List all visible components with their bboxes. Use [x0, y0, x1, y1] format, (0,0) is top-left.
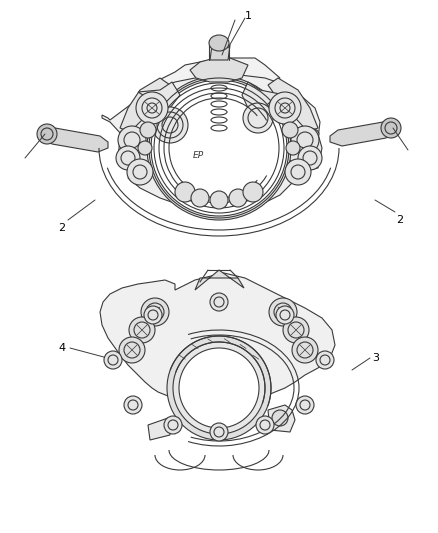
Ellipse shape — [144, 306, 162, 324]
Text: 1: 1 — [244, 11, 251, 21]
Polygon shape — [268, 78, 318, 132]
Polygon shape — [102, 75, 320, 170]
Ellipse shape — [282, 122, 298, 138]
Text: 2: 2 — [58, 223, 66, 233]
Text: 2: 2 — [396, 215, 403, 225]
Ellipse shape — [269, 298, 297, 326]
Ellipse shape — [299, 128, 319, 140]
Ellipse shape — [119, 337, 145, 363]
Text: 3: 3 — [372, 353, 379, 363]
Ellipse shape — [122, 150, 138, 166]
Polygon shape — [330, 122, 393, 146]
Polygon shape — [268, 405, 295, 432]
Text: 4: 4 — [58, 343, 66, 353]
Polygon shape — [288, 134, 322, 172]
Ellipse shape — [292, 337, 318, 363]
Ellipse shape — [256, 416, 274, 434]
Ellipse shape — [179, 348, 259, 428]
Ellipse shape — [151, 80, 287, 216]
Polygon shape — [195, 270, 244, 290]
Ellipse shape — [175, 182, 195, 202]
Polygon shape — [210, 45, 230, 60]
Ellipse shape — [210, 293, 228, 311]
Ellipse shape — [381, 118, 401, 138]
Ellipse shape — [296, 396, 314, 414]
Polygon shape — [242, 82, 280, 110]
Polygon shape — [190, 58, 248, 82]
Ellipse shape — [147, 76, 291, 220]
Ellipse shape — [243, 182, 263, 202]
Ellipse shape — [104, 351, 122, 369]
Polygon shape — [118, 134, 150, 172]
Polygon shape — [45, 128, 108, 152]
Ellipse shape — [316, 351, 334, 369]
Ellipse shape — [269, 92, 301, 124]
Ellipse shape — [286, 141, 300, 155]
Ellipse shape — [210, 191, 228, 209]
Polygon shape — [120, 78, 170, 132]
Ellipse shape — [301, 150, 317, 166]
Ellipse shape — [283, 317, 309, 343]
Polygon shape — [155, 58, 280, 88]
Ellipse shape — [243, 103, 273, 133]
Polygon shape — [148, 418, 170, 440]
Ellipse shape — [191, 189, 209, 207]
Ellipse shape — [129, 317, 155, 343]
Ellipse shape — [276, 306, 294, 324]
Polygon shape — [138, 82, 180, 108]
Ellipse shape — [120, 128, 140, 140]
Ellipse shape — [37, 124, 57, 144]
Ellipse shape — [127, 159, 153, 185]
Ellipse shape — [140, 122, 156, 138]
Ellipse shape — [291, 126, 319, 154]
Ellipse shape — [141, 298, 169, 326]
Ellipse shape — [210, 423, 228, 441]
Ellipse shape — [209, 35, 229, 51]
Ellipse shape — [152, 107, 188, 143]
Ellipse shape — [285, 159, 311, 185]
Ellipse shape — [164, 416, 182, 434]
Ellipse shape — [167, 336, 271, 440]
Ellipse shape — [229, 189, 247, 207]
Ellipse shape — [124, 396, 142, 414]
Ellipse shape — [298, 146, 322, 170]
Ellipse shape — [136, 92, 168, 124]
Ellipse shape — [118, 126, 146, 154]
Ellipse shape — [116, 146, 140, 170]
Polygon shape — [100, 273, 335, 415]
Polygon shape — [128, 162, 300, 212]
Ellipse shape — [272, 410, 288, 426]
Ellipse shape — [173, 342, 265, 434]
Ellipse shape — [138, 141, 152, 155]
Text: EP: EP — [192, 150, 204, 159]
